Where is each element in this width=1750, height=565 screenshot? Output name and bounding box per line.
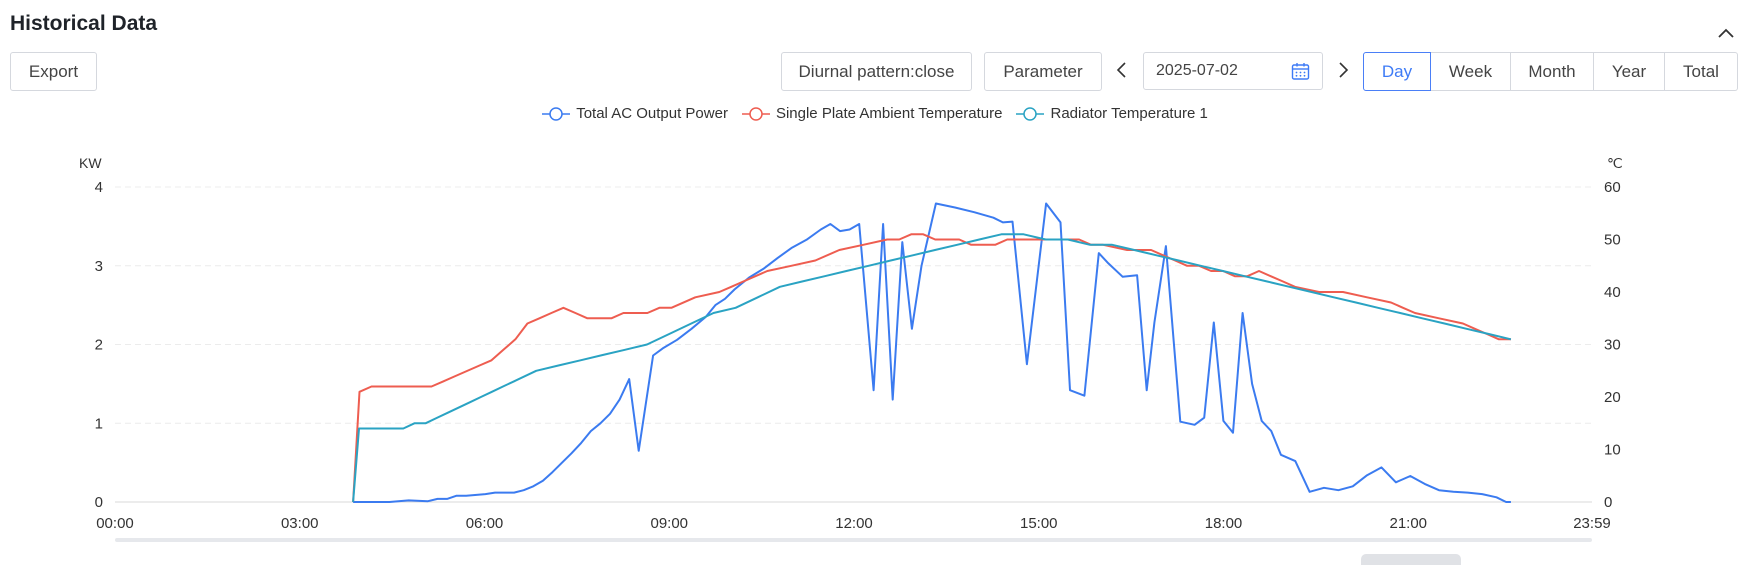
chart-legend: Total AC Output Power Single Plate Ambie… [0,105,1750,122]
tab-year[interactable]: Year [1594,52,1665,91]
chart-zoom-handle[interactable] [1361,554,1461,565]
right-tick-label: 40 [1604,284,1621,301]
legend-marker-icon [741,106,770,121]
left-tick-label: 2 [95,337,103,354]
legend-label: Radiator Temperature 1 [1050,105,1208,122]
x-tick-label: 15:00 [1020,515,1058,532]
date-picker-field[interactable]: 2025-07-02 [1143,52,1323,90]
parameter-button[interactable]: Parameter [984,52,1102,91]
legend-item-single-plate-ambient-temperature[interactable]: Single Plate Ambient Temperature [741,105,1003,122]
page-title: Historical Data [10,12,158,35]
x-tick-label: 23:59 [1573,515,1611,532]
right-tick-label: 20 [1604,389,1621,406]
calendar-icon[interactable] [1291,62,1310,81]
right-tick-label: 50 [1604,232,1621,249]
legend-label: Single Plate Ambient Temperature [775,105,1003,122]
x-tick-label: 18:00 [1205,515,1243,532]
legend-marker-icon [1016,106,1045,121]
x-tick-label: 00:00 [96,515,134,532]
diurnal-pattern-button[interactable]: Diurnal pattern:close [781,52,972,91]
prev-date-chevron-icon[interactable] [1112,55,1132,85]
date-value: 2025-07-02 [1156,62,1238,79]
series-line-total-ac-output-power [353,202,1511,503]
right-tick-label: 30 [1604,337,1621,354]
series-line-single-plate-ambient-temperature [352,233,1511,503]
right-tick-label: 60 [1604,179,1621,196]
tab-week[interactable]: Week [1431,52,1511,91]
tab-total[interactable]: Total [1665,52,1738,91]
next-date-chevron-icon[interactable] [1333,55,1353,85]
tab-month[interactable]: Month [1511,52,1594,91]
series-line-radiator-temperature-1 [352,233,1512,503]
x-tick-label: 09:00 [650,515,688,532]
right-axis-unit: ℃ [1607,155,1623,171]
right-tick-label: 0 [1604,494,1612,511]
legend-item-total-ac-output-power[interactable]: Total AC Output Power [542,105,728,122]
x-tick-label: 03:00 [281,515,319,532]
left-axis-unit: KW [79,155,102,171]
left-tick-label: 3 [95,258,103,275]
left-tick-label: 1 [95,415,103,432]
x-tick-label: 06:00 [466,515,504,532]
export-button[interactable]: Export [10,52,97,91]
x-tick-label: 21:00 [1389,515,1427,532]
collapse-chevron-icon[interactable] [1714,22,1738,46]
tab-day[interactable]: Day [1363,52,1431,91]
legend-marker-icon [542,106,571,121]
left-tick-label: 4 [95,179,103,196]
legend-item-radiator-temperature-1[interactable]: Radiator Temperature 1 [1016,105,1208,122]
left-tick-label: 0 [95,494,103,511]
chart-zoom-scrollbar[interactable] [115,538,1592,542]
legend-label: Total AC Output Power [576,105,728,122]
right-tick-label: 10 [1604,442,1621,459]
x-tick-label: 12:00 [835,515,873,532]
